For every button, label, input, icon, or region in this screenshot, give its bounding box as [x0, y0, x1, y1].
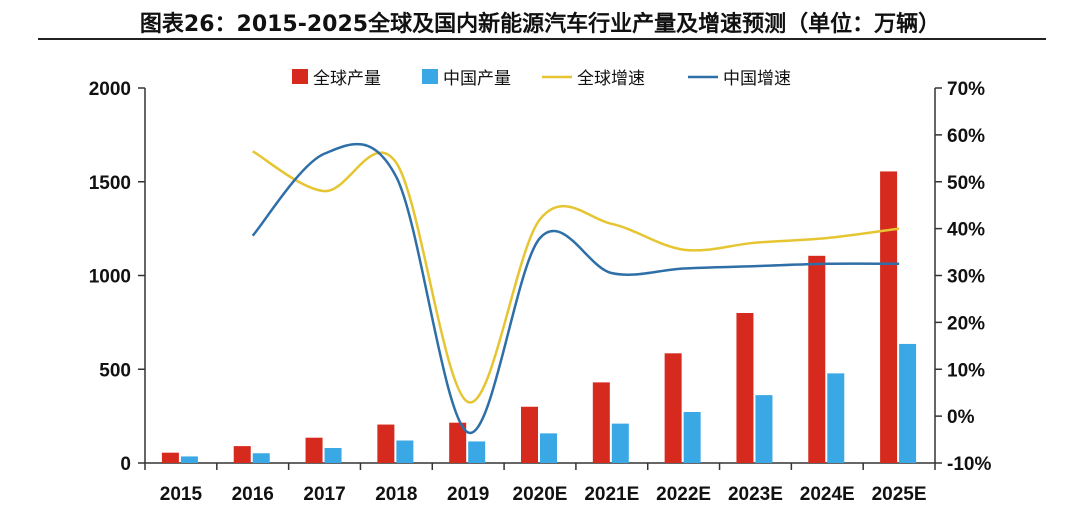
right-tick-label: 0%	[947, 407, 975, 428]
global-output-bar	[736, 313, 754, 463]
china-output-bar	[540, 433, 557, 463]
x-tick-label: 2017	[303, 484, 345, 505]
right-tick-label: 50%	[947, 173, 985, 194]
china-output-bar	[683, 412, 701, 463]
global-output-bar	[880, 171, 898, 463]
x-tick-label: 2019	[447, 484, 489, 505]
china-output-bar	[396, 440, 414, 463]
x-tick-label: 2022E	[656, 484, 711, 505]
x-tick-label: 2024E	[800, 484, 855, 505]
right-tick-label: 20%	[947, 313, 985, 334]
legend-swatch	[422, 69, 438, 84]
right-tick-label: 10%	[947, 360, 985, 381]
legend-label: 全球产量	[313, 69, 381, 89]
x-tick-label: 2021E	[584, 484, 639, 505]
global-output-bar	[377, 424, 395, 463]
right-tick-label: 30%	[947, 267, 985, 288]
left-tick-label: 1500	[89, 173, 131, 194]
global-output-bar	[161, 452, 179, 463]
left-tick-label: 500	[99, 360, 131, 381]
x-tick-label: 2020E	[513, 484, 568, 505]
x-tick-label: 2025E	[872, 484, 927, 505]
global-output-bar	[449, 422, 467, 463]
china-output-bar	[827, 373, 845, 463]
left-tick-label: 2000	[89, 79, 131, 100]
title-divider	[38, 38, 1046, 40]
x-tick-label: 2016	[232, 484, 274, 505]
legend-label: 中国产量	[443, 69, 511, 89]
china-growth-line	[251, 142, 900, 434]
china-output-bar	[899, 343, 917, 463]
chart-title: 图表26：2015-2025全球及国内新能源汽车行业产量及增速预测（单位：万辆）	[139, 12, 941, 37]
china-output-bar	[611, 423, 629, 463]
china-output-bar	[324, 448, 342, 463]
legend-label: 中国增速	[723, 69, 791, 89]
global-output-bar	[664, 353, 682, 463]
china-output-bar	[755, 395, 773, 463]
right-tick-label: 40%	[947, 220, 985, 241]
legend-swatch	[292, 69, 308, 84]
global-output-bar	[592, 382, 610, 463]
left-tick-label: 0	[120, 454, 131, 475]
china-output-bar	[252, 453, 270, 463]
china-output-bar	[468, 441, 486, 463]
x-tick-label: 2023E	[728, 484, 783, 505]
right-tick-label: 60%	[947, 126, 985, 147]
x-tick-label: 2015	[160, 484, 203, 505]
global-output-bar	[521, 406, 538, 463]
global-output-bar	[305, 437, 323, 463]
left-tick-label: 1000	[89, 267, 131, 288]
right-tick-label: -10%	[947, 454, 991, 475]
global-output-bar	[233, 446, 251, 463]
global-growth-line	[252, 150, 900, 404]
global-output-bar	[808, 255, 826, 463]
legend-label: 全球增速	[577, 69, 645, 89]
x-tick-label: 2018	[375, 484, 417, 505]
right-tick-label: 70%	[947, 79, 985, 100]
china-output-bar	[180, 456, 198, 463]
